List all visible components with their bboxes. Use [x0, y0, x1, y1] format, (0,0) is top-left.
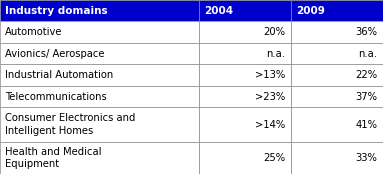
Text: Industrial Automation: Industrial Automation: [5, 70, 113, 80]
Bar: [199, 43, 291, 64]
Bar: [199, 86, 291, 107]
Text: Consumer Electronics and
Intelligent Homes: Consumer Electronics and Intelligent Hom…: [5, 113, 135, 136]
Bar: [0, 0, 199, 21]
Bar: [291, 107, 383, 142]
Text: 25%: 25%: [263, 153, 285, 163]
Text: 2009: 2009: [296, 6, 324, 16]
Text: 37%: 37%: [355, 92, 377, 102]
Bar: [0, 43, 199, 64]
Bar: [0, 142, 199, 174]
Text: 22%: 22%: [355, 70, 377, 80]
Bar: [0, 86, 199, 107]
Text: 36%: 36%: [355, 27, 377, 37]
Bar: [291, 64, 383, 86]
Bar: [0, 21, 199, 43]
Text: Telecommunications: Telecommunications: [5, 92, 106, 102]
Bar: [0, 64, 199, 86]
Text: Industry domains: Industry domains: [5, 6, 107, 16]
Text: Automotive: Automotive: [5, 27, 62, 37]
Text: n.a.: n.a.: [266, 49, 285, 59]
Text: >23%: >23%: [255, 92, 285, 102]
Bar: [199, 142, 291, 174]
Text: >13%: >13%: [255, 70, 285, 80]
Bar: [291, 86, 383, 107]
Bar: [199, 64, 291, 86]
Text: 41%: 41%: [355, 120, 377, 130]
Text: 2004: 2004: [204, 6, 233, 16]
Bar: [199, 107, 291, 142]
Text: 33%: 33%: [355, 153, 377, 163]
Text: Health and Medical
Equipment: Health and Medical Equipment: [5, 147, 101, 169]
Bar: [291, 43, 383, 64]
Bar: [291, 21, 383, 43]
Bar: [199, 0, 291, 21]
Bar: [291, 0, 383, 21]
Text: >14%: >14%: [255, 120, 285, 130]
Text: 20%: 20%: [264, 27, 285, 37]
Text: Avionics/ Aerospace: Avionics/ Aerospace: [5, 49, 104, 59]
Text: n.a.: n.a.: [358, 49, 377, 59]
Bar: [199, 21, 291, 43]
Bar: [0, 107, 199, 142]
Bar: [291, 142, 383, 174]
